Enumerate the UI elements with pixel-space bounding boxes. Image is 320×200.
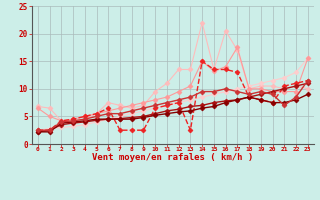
X-axis label: Vent moyen/en rafales ( km/h ): Vent moyen/en rafales ( km/h ) xyxy=(92,153,253,162)
